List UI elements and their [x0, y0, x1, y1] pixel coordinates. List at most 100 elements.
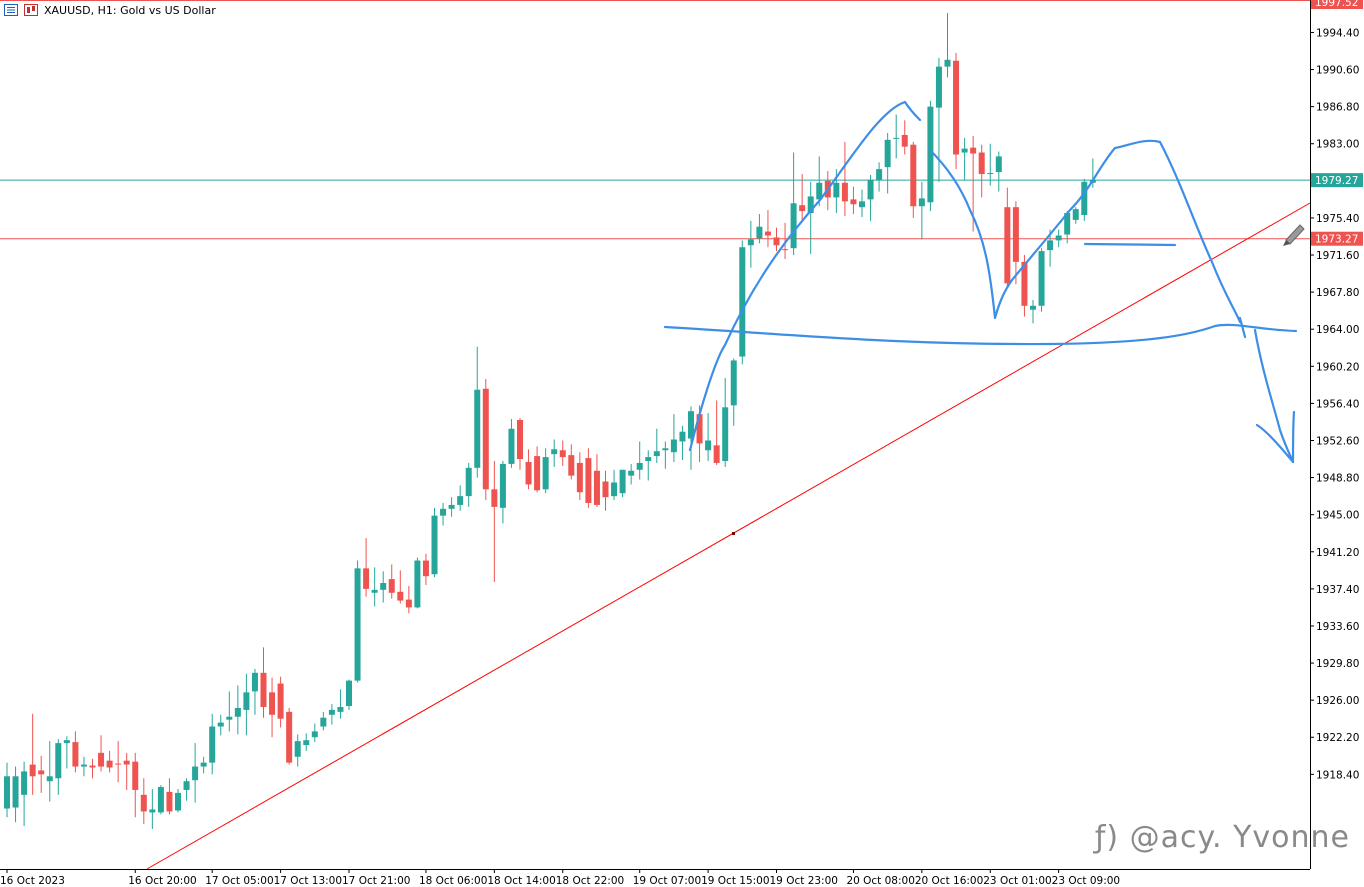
candle-body: [935, 66, 942, 108]
candle-body: [4, 776, 10, 809]
candle-body: [380, 583, 387, 590]
candle: [910, 141, 917, 218]
candle: [628, 463, 635, 485]
trendline-anchor: [732, 532, 735, 535]
candle: [149, 788, 156, 829]
candle: [363, 538, 370, 597]
candle-body: [816, 182, 823, 200]
y-tick-label: 1952.60: [1316, 435, 1359, 447]
candle-body: [243, 692, 250, 710]
y-tick-label: 1929.80: [1316, 658, 1359, 670]
candle: [670, 414, 677, 462]
candle-body: [55, 743, 62, 779]
candle-body: [1047, 240, 1054, 251]
candle-body: [123, 760, 130, 765]
candle-body: [859, 201, 865, 208]
candle: [1064, 211, 1071, 244]
x-tick-label: 17 Oct 13:00: [274, 875, 342, 887]
candle: [63, 736, 70, 769]
candle-body: [320, 717, 327, 727]
chart-header: XAUUSD, H1: Gold vs US Dollar: [4, 2, 216, 18]
candle: [166, 778, 173, 815]
candle-body: [80, 764, 87, 767]
candle: [294, 734, 301, 767]
candle: [277, 676, 284, 728]
chart-list-icon[interactable]: [4, 4, 18, 16]
candle-body: [311, 731, 318, 738]
candle-body: [739, 247, 746, 357]
candle-body: [465, 467, 472, 497]
candle: [841, 141, 848, 216]
candle-body: [38, 770, 45, 775]
candle: [337, 689, 344, 719]
candle-body: [696, 414, 703, 444]
candle-body: [286, 711, 293, 763]
candle: [491, 460, 498, 583]
candle-body: [850, 199, 857, 205]
chart-title: XAUUSD, H1: Gold vs US Dollar: [44, 3, 216, 17]
x-tick-label: 18 Oct 14:00: [487, 875, 555, 887]
candle: [55, 739, 62, 795]
candle: [1030, 299, 1036, 324]
candle: [380, 571, 387, 603]
y-tick-label: 1990.60: [1316, 65, 1359, 77]
candle-body: [1004, 207, 1011, 284]
x-tick-label: 16 Oct 20:00: [128, 875, 196, 887]
candle-body: [140, 794, 147, 812]
candle-body: [970, 147, 977, 154]
y-tick-label: 1945.00: [1316, 510, 1359, 522]
candle: [747, 220, 754, 268]
head-curve: [928, 139, 1242, 324]
candle: [739, 240, 746, 365]
candle-body: [405, 599, 412, 608]
candle: [251, 668, 258, 715]
candle-body: [388, 579, 395, 593]
x-tick-label: 18 Oct 06:00: [419, 875, 487, 887]
candle: [782, 222, 789, 259]
candle: [1004, 187, 1011, 289]
candle: [995, 151, 1002, 192]
candle-body: [799, 205, 806, 212]
candle: [354, 560, 361, 683]
x-tick-label: 19 Oct 23:00: [770, 875, 838, 887]
trendline-group: [146, 202, 1311, 870]
candle: [525, 449, 532, 490]
candle-body: [166, 791, 173, 812]
x-tick-label: 23 Oct 09:00: [1052, 875, 1120, 887]
candle: [311, 723, 318, 743]
candle: [234, 685, 241, 735]
candle-body: [807, 196, 814, 214]
candle-body: [149, 809, 156, 813]
pencil-icon[interactable]: [1283, 224, 1305, 246]
candle-body: [200, 762, 207, 767]
candle: [72, 731, 79, 773]
y-tick-label: 1956.40: [1316, 398, 1359, 410]
candle: [534, 446, 541, 493]
candle-body: [303, 740, 310, 746]
candle-body: [337, 706, 344, 712]
candle-body: [747, 239, 754, 246]
candle-body: [1064, 213, 1071, 235]
candle: [961, 137, 968, 180]
candle: [602, 470, 609, 511]
candle-body: [115, 763, 122, 765]
candle: [260, 647, 267, 718]
candle-body: [730, 360, 737, 406]
candle-body: [226, 716, 233, 720]
candles-icon[interactable]: [24, 4, 38, 16]
watermark: ƒ) @acy. Yvonne: [1094, 820, 1350, 855]
candle-body: [876, 169, 883, 180]
candle: [474, 346, 481, 478]
candle-body: [833, 182, 840, 198]
candle: [243, 673, 250, 736]
neckline-curve: [663, 323, 1298, 346]
candle-body: [72, 742, 79, 767]
candle: [448, 497, 455, 517]
candle-body: [559, 450, 566, 458]
candle: [192, 743, 199, 803]
candle-body: [491, 489, 498, 507]
candle: [551, 439, 558, 467]
candle-body: [764, 231, 771, 236]
